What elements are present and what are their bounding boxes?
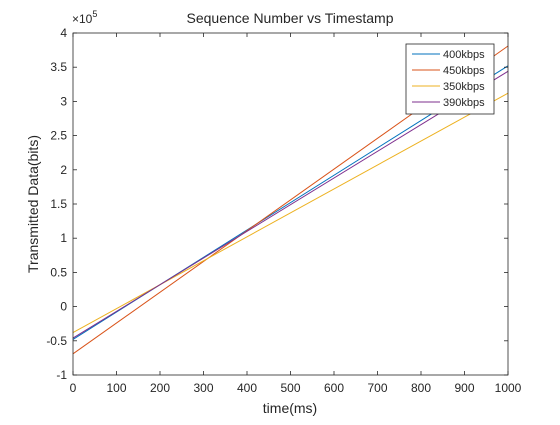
y-axis-exponent: ×105 bbox=[72, 9, 97, 26]
x-tick-label: 600 bbox=[324, 381, 344, 395]
y-tick-label: 2.5 bbox=[50, 129, 67, 143]
y-tick-label: 0 bbox=[60, 300, 67, 314]
y-axis-label: Transmitted Data(bits) bbox=[25, 135, 41, 273]
y-tick-label: 4 bbox=[60, 26, 67, 40]
legend-label-450kbps: 450kbps bbox=[443, 65, 485, 77]
x-tick-label: 900 bbox=[454, 381, 474, 395]
y-axis-exponent-power: 5 bbox=[92, 9, 97, 19]
y-tick-label: 2 bbox=[60, 163, 67, 177]
x-tick-label: 500 bbox=[280, 381, 300, 395]
y-tick-label: 3 bbox=[60, 94, 67, 108]
x-tick-label: 100 bbox=[106, 381, 126, 395]
x-tick-label: 1000 bbox=[495, 381, 522, 395]
x-tick-label: 200 bbox=[150, 381, 170, 395]
y-axis-ticks: -1 -0.5 0 0.5 1 1.5 2 2.5 3 3.5 4 bbox=[46, 26, 508, 382]
y-axis-exponent-base: ×10 bbox=[72, 12, 93, 26]
legend-label-390kbps: 390kbps bbox=[443, 97, 485, 109]
y-tick-label: 1.5 bbox=[50, 197, 67, 211]
x-tick-label: 700 bbox=[367, 381, 387, 395]
chart-title: Sequence Number vs Timestamp bbox=[187, 10, 394, 26]
x-tick-label: 800 bbox=[411, 381, 431, 395]
y-tick-label: 0.5 bbox=[50, 265, 67, 279]
y-tick-label: -0.5 bbox=[46, 334, 67, 348]
legend-label-350kbps: 350kbps bbox=[443, 81, 485, 93]
y-tick-label: 1 bbox=[60, 231, 67, 245]
x-tick-label: 300 bbox=[193, 381, 213, 395]
legend: 400kbps 450kbps 350kbps 390kbps bbox=[405, 43, 495, 115]
legend-label-400kbps: 400kbps bbox=[443, 49, 485, 61]
series-line-390kbps bbox=[72, 70, 509, 339]
x-axis-label: time(ms) bbox=[263, 400, 317, 416]
x-axis-ticks: 0 100 200 300 400 500 600 700 800 900 1000 bbox=[70, 33, 522, 395]
series-line-350kbps bbox=[72, 92, 509, 334]
x-tick-label: 0 bbox=[70, 381, 77, 395]
y-tick-label: 3.5 bbox=[50, 60, 67, 74]
y-tick-label: -1 bbox=[56, 368, 67, 382]
x-tick-label: 400 bbox=[237, 381, 257, 395]
